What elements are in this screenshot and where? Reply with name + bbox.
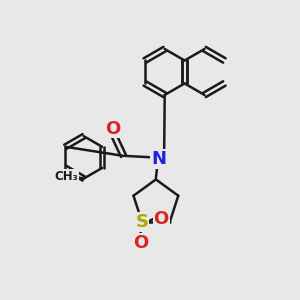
Text: O: O	[154, 210, 169, 228]
Text: S: S	[136, 213, 148, 231]
Text: N: N	[151, 150, 166, 168]
Text: CH₃: CH₃	[55, 170, 79, 183]
Text: O: O	[133, 234, 148, 252]
Text: O: O	[106, 119, 121, 137]
